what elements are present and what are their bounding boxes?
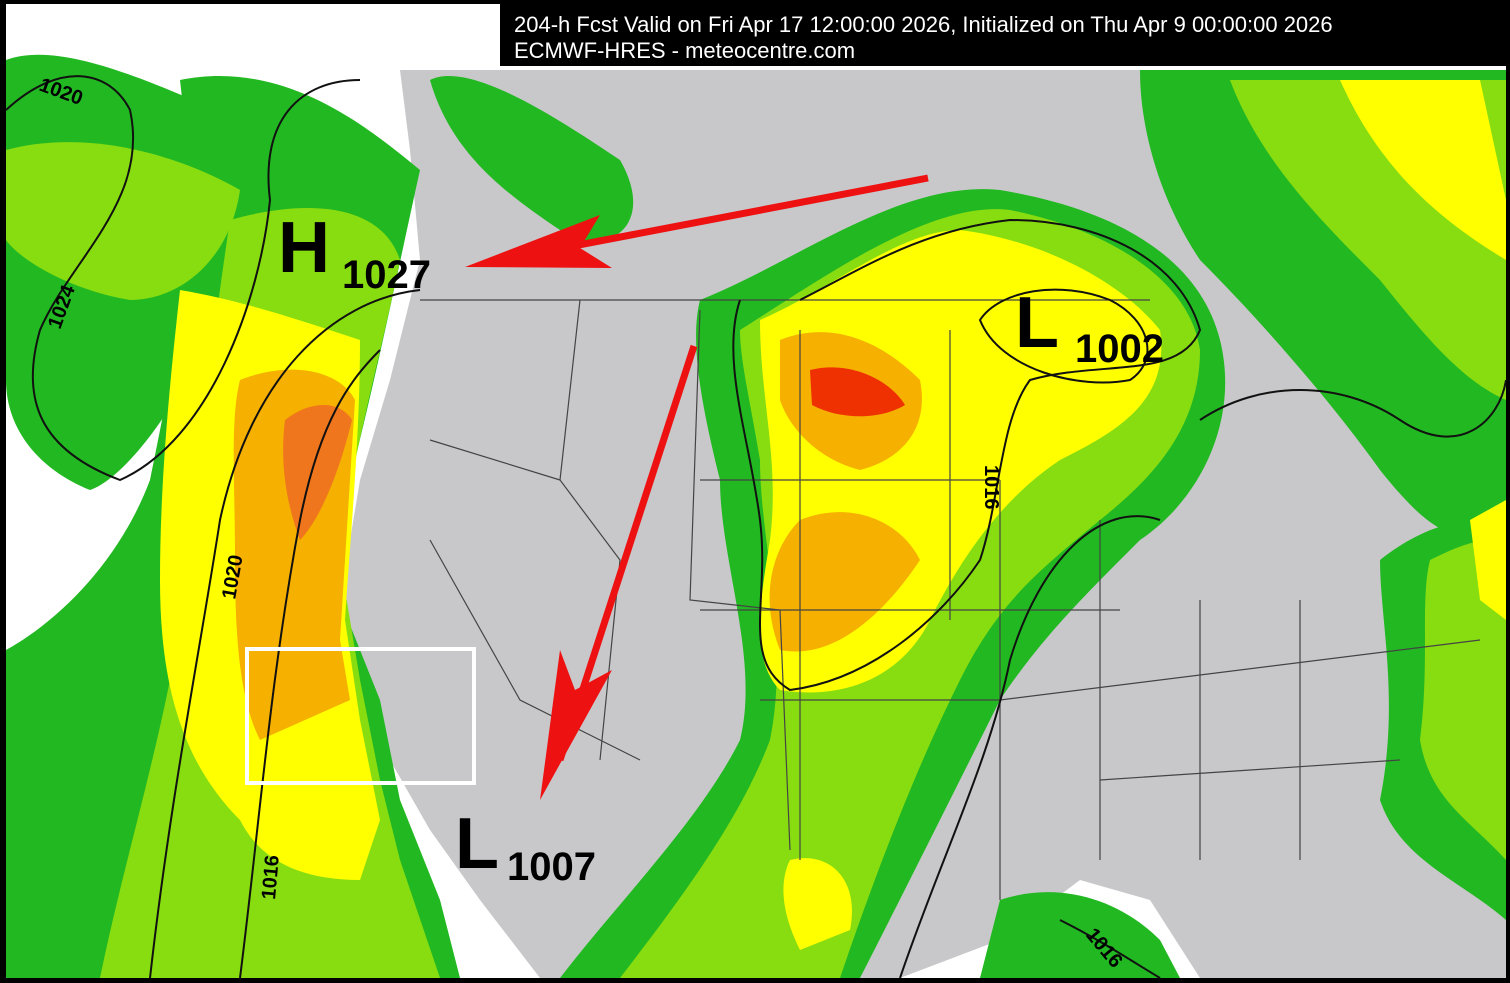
highlight-box bbox=[245, 647, 476, 785]
svg-text:L: L bbox=[1015, 283, 1059, 363]
forecast-header: 204-h Fcst Valid on Fri Apr 17 12:00:00 … bbox=[500, 0, 1510, 66]
arrow-head-low bbox=[540, 650, 612, 800]
pressure-center-low-2: L 1007 bbox=[455, 804, 596, 889]
pressure-center-low-1: L 1002 bbox=[1015, 283, 1164, 371]
isobar-label: 1016 bbox=[980, 465, 1002, 510]
isobar-label: 1016 bbox=[258, 854, 284, 900]
center-letter: H bbox=[278, 208, 330, 288]
forecast-valid-line: 204-h Fcst Valid on Fri Apr 17 12:00:00 … bbox=[514, 12, 1333, 37]
isobars bbox=[5, 75, 1507, 979]
precip-extreme bbox=[283, 367, 905, 540]
arrow-head-high bbox=[465, 215, 612, 268]
pressure-center-high: H 1027 bbox=[278, 208, 431, 297]
annotation-arrows bbox=[465, 174, 929, 800]
center-value: 1027 bbox=[342, 253, 431, 297]
center-value: 1002 bbox=[1075, 327, 1164, 371]
political-borders bbox=[420, 299, 1481, 900]
svg-text:L: L bbox=[455, 804, 499, 884]
model-source-line: ECMWF-HRES - meteocentre.com bbox=[514, 38, 856, 63]
center-value: 1007 bbox=[507, 845, 596, 889]
